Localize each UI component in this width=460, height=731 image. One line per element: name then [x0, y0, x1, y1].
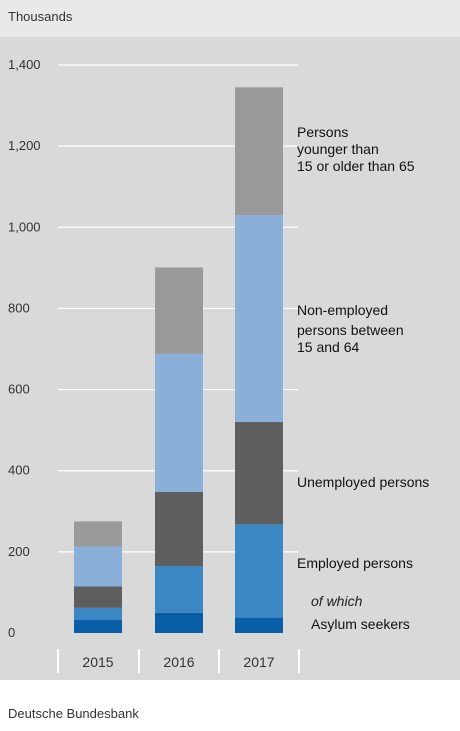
bar-segment — [235, 524, 283, 618]
legend-label-prefix: of which — [311, 593, 363, 609]
header-band — [0, 0, 460, 37]
y-tick-label: 400 — [8, 463, 30, 478]
y-tick-label: 1,000 — [8, 219, 41, 234]
legend-label: Non-employed — [297, 302, 388, 318]
legend-label: persons between — [297, 322, 404, 338]
x-tick-label: 2017 — [243, 654, 274, 670]
y-tick-label: 800 — [8, 300, 30, 315]
bar-segment — [74, 586, 122, 608]
legend-label: Unemployed persons — [297, 474, 429, 490]
bar-segment — [155, 612, 203, 633]
bar-segment — [155, 491, 203, 567]
bar-segment — [235, 422, 283, 525]
legend-label: Asylum seekers — [311, 616, 410, 632]
y-tick-label: 600 — [8, 382, 30, 397]
bar-segment — [235, 87, 283, 216]
x-tick-label: 2016 — [163, 654, 194, 670]
bar-segment — [235, 617, 283, 633]
y-tick-label: 1,200 — [8, 138, 41, 153]
bar-segment — [235, 215, 283, 423]
footer-band — [0, 680, 460, 731]
bar-segment — [155, 566, 203, 613]
bar-segment — [74, 607, 122, 621]
legend-label: Employed persons — [297, 555, 413, 571]
y-tick-label: 0 — [8, 625, 15, 640]
bar-segment — [155, 267, 203, 354]
bar-segment — [155, 353, 203, 492]
y-tick-label: 1,400 — [8, 57, 41, 72]
source-label: Deutsche Bundesbank — [8, 706, 139, 721]
y-tick-label: 200 — [8, 544, 30, 559]
legend-label: younger than — [297, 141, 379, 157]
bar-segment — [74, 546, 122, 587]
legend-label: 15 and 64 — [297, 339, 359, 355]
legend-label: 15 or older than 65 — [297, 158, 415, 174]
legend-label: Persons — [297, 124, 348, 140]
bar-segment — [74, 620, 122, 633]
unit-label: Thousands — [8, 9, 73, 24]
bar-segment — [74, 521, 122, 547]
x-tick-label: 2015 — [82, 654, 113, 670]
